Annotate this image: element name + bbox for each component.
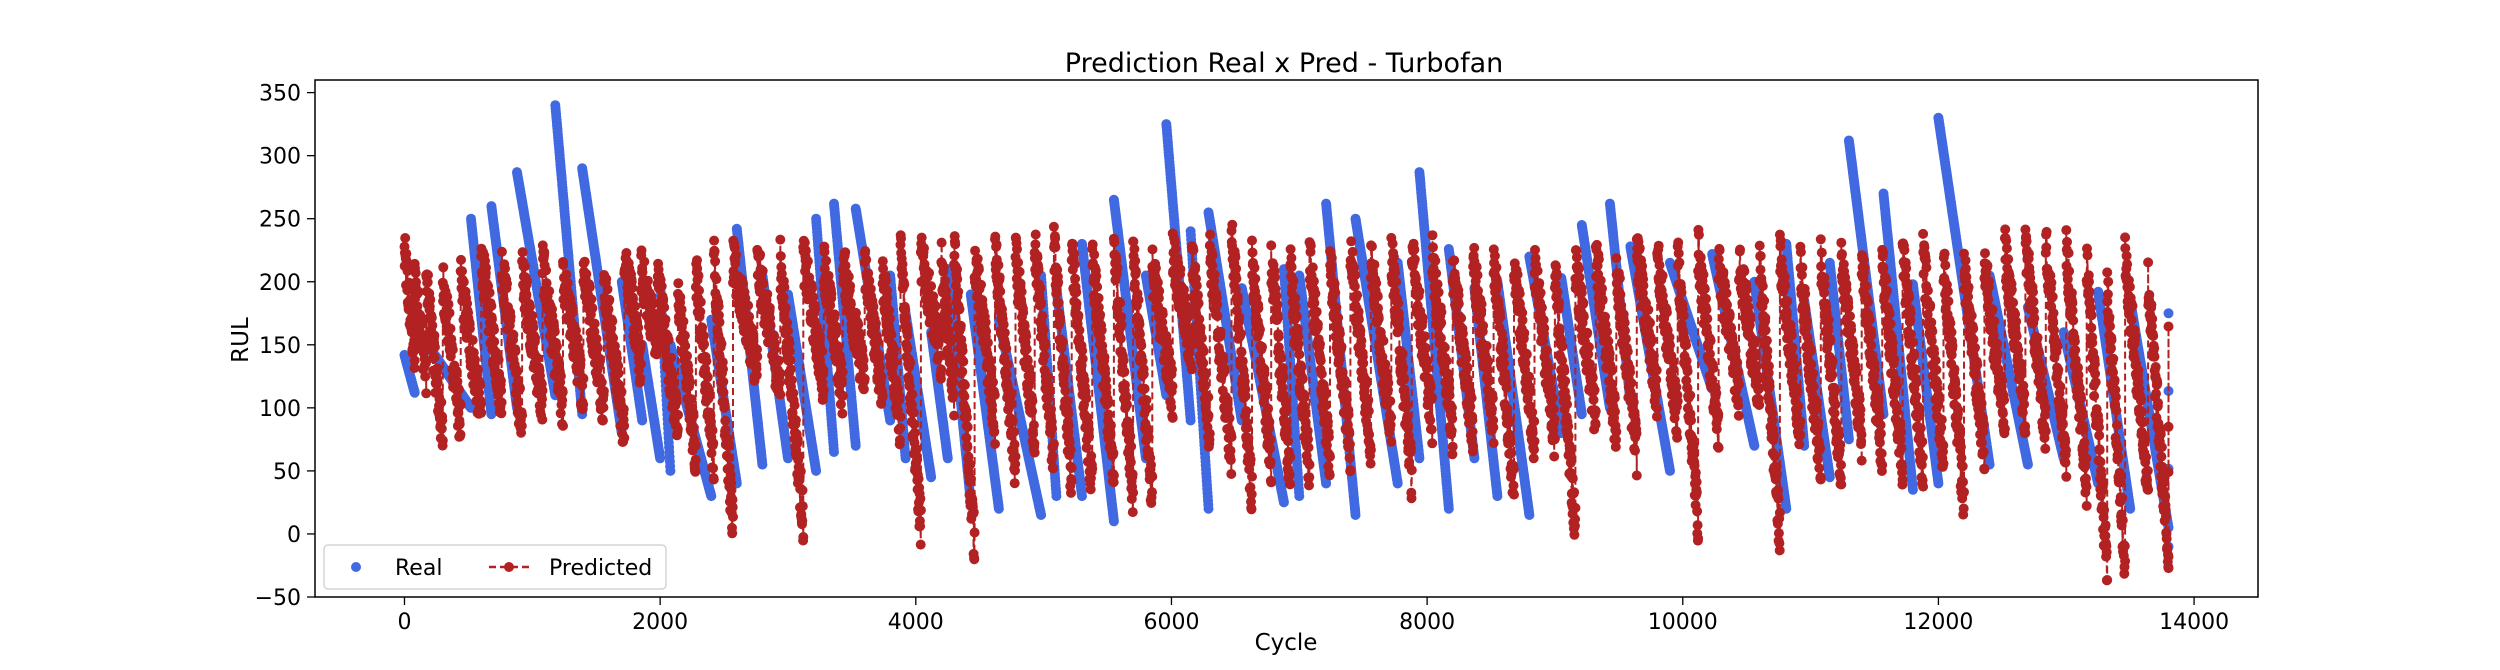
real-point <box>1051 491 1062 502</box>
real-point <box>1278 497 1289 508</box>
plot-area <box>314 79 2259 598</box>
real-point <box>829 447 839 457</box>
real-point <box>1524 510 1535 520</box>
real-point <box>926 472 937 483</box>
real-point <box>757 459 768 470</box>
real-point <box>1576 409 1587 420</box>
real-point <box>409 387 420 398</box>
real-point <box>850 440 861 451</box>
real-point <box>1036 510 1047 520</box>
real-point <box>1392 478 1403 489</box>
real-point <box>1185 415 1196 426</box>
real-point <box>1294 491 1305 502</box>
real-point <box>1203 503 1214 514</box>
real-point <box>1077 491 1087 502</box>
real-point <box>900 453 911 464</box>
real-point <box>942 453 953 464</box>
real-point <box>665 465 676 476</box>
real-point <box>811 465 822 476</box>
real-point <box>706 491 717 502</box>
real-point <box>655 453 666 464</box>
real-point <box>637 415 648 426</box>
real-point <box>1350 510 1361 520</box>
real-point <box>1108 516 1119 527</box>
real-point <box>1492 491 1503 502</box>
real-point <box>486 409 497 420</box>
chart-title: Prediction Real x Pred - Turbofan <box>1065 48 1503 79</box>
real-point <box>993 503 1004 514</box>
real-point <box>1414 453 1425 464</box>
real-point <box>1443 503 1454 514</box>
